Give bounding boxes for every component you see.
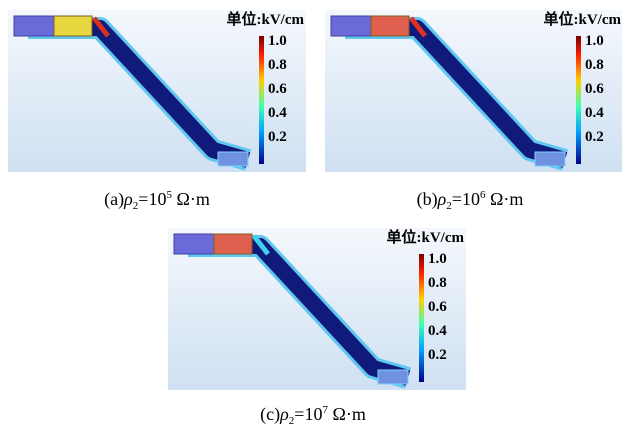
colorbar-tick-label: 0.6: [585, 81, 604, 97]
caption-label: (c): [260, 404, 280, 425]
caption: (a)ρ2=105 Ω·m: [104, 189, 210, 212]
caption-symbol: ρ: [437, 189, 447, 209]
colorbar-tick-label: 1.0: [585, 33, 604, 49]
colorbar-tick-label: 1.0: [268, 33, 287, 49]
caption-units: Ω·m: [485, 189, 523, 209]
colorbar-tick-label: 0.2: [268, 129, 287, 145]
colorbar-tick-label: 0.2: [428, 347, 447, 363]
unit-label: 单位:kV/cm: [387, 228, 465, 246]
caption-units: Ω·m: [172, 189, 210, 209]
caption-units: Ω·m: [328, 404, 366, 424]
section-hot: [214, 234, 252, 254]
caption-base: =10: [294, 404, 322, 424]
unit-label: 单位:kV/cm: [227, 10, 305, 28]
section-hot: [54, 16, 92, 36]
section-hot: [371, 16, 409, 36]
colorbar-tick-label: 0.8: [585, 57, 604, 73]
conveyor-end: [378, 370, 408, 384]
caption-label: (b): [417, 189, 438, 210]
caption: (c)ρ2=107 Ω·m: [260, 404, 366, 427]
colorbar-tick-label: 0.6: [268, 81, 287, 97]
colorbar-tick-label: 0.8: [428, 275, 447, 291]
caption-symbol: ρ: [279, 404, 289, 424]
section-cold: [331, 16, 371, 36]
colorbar-tick-label: 0.4: [585, 105, 604, 121]
colorbar: [576, 36, 581, 164]
colorbar-tick-label: 0.4: [268, 105, 287, 121]
caption: (b)ρ2=106 Ω·m: [417, 189, 524, 212]
panel: 单位:kV/cm 1.0 0.8 0.6 0.4 0.2: [168, 228, 466, 390]
panel: 单位:kV/cm 1.0 0.8 0.6 0.4 0.2: [325, 10, 622, 172]
colorbar-tick-label: 1.0: [428, 251, 447, 267]
colorbar-tick-label: 0.8: [268, 57, 287, 73]
colorbar-tick-label: 0.2: [585, 129, 604, 145]
caption-label: (a): [104, 189, 124, 210]
conveyor-end: [535, 152, 565, 166]
caption-base: =10: [138, 189, 166, 209]
caption-symbol: ρ: [123, 189, 133, 209]
colorbar: [259, 36, 264, 164]
conveyor-end: [218, 152, 248, 166]
caption-base: =10: [452, 189, 480, 209]
unit-label: 单位:kV/cm: [544, 10, 622, 28]
section-cold: [174, 234, 214, 254]
figure: 单位:kV/cm 1.0 0.8 0.6 0.4 0.2 (a)ρ2=105 Ω·m 单位:k…: [0, 0, 622, 433]
colorbar-tick-label: 0.4: [428, 323, 447, 339]
colorbar-tick-label: 0.6: [428, 299, 447, 315]
section-cold: [14, 16, 54, 36]
panel: 单位:kV/cm 1.0 0.8 0.6 0.4 0.2: [8, 10, 306, 172]
colorbar: [419, 254, 424, 382]
